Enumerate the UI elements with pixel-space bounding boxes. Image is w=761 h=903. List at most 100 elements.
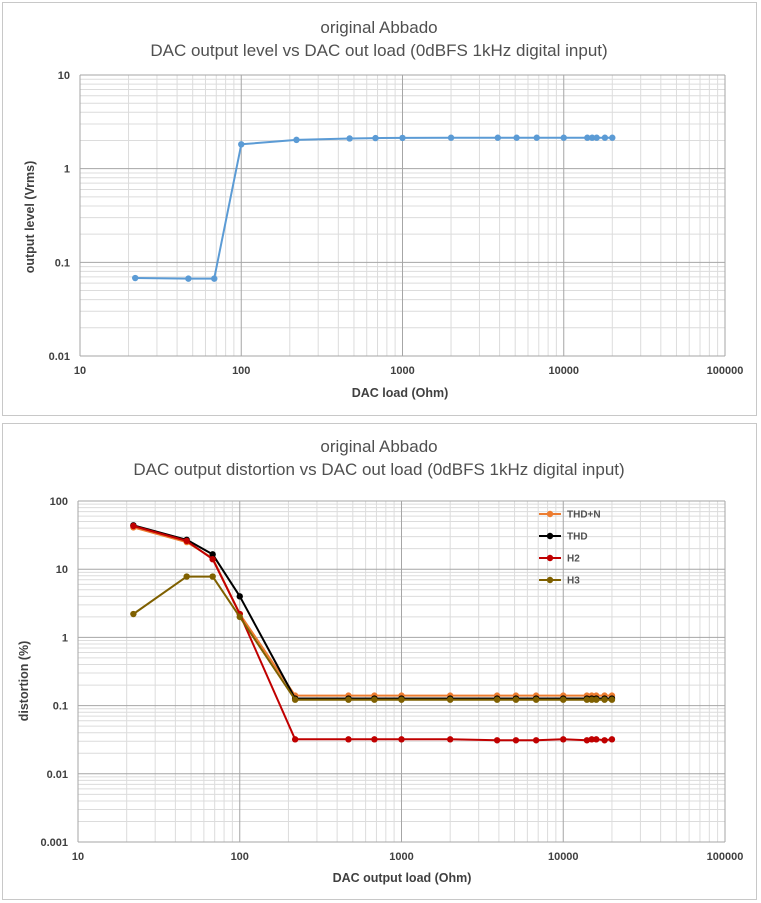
y-tick-label: 1 xyxy=(64,164,70,176)
y-tick-label: 1 xyxy=(62,632,68,644)
series-h3 xyxy=(130,573,616,703)
y-tick-label: 0.001 xyxy=(40,837,68,849)
data-point xyxy=(601,134,609,141)
data-point xyxy=(512,737,520,744)
x-tick-label: 10 xyxy=(72,851,84,863)
x-axis-label: DAC load (Ohm) xyxy=(352,386,449,400)
data-point xyxy=(493,696,501,703)
chart-panel-distortion: original Abbado DAC output distortion vs… xyxy=(2,423,757,900)
data-point xyxy=(583,737,591,744)
x-tick-label: 100000 xyxy=(707,851,744,863)
data-point xyxy=(588,134,596,141)
data-point xyxy=(132,274,139,282)
x-tick-label: 10 xyxy=(74,365,86,377)
data-point xyxy=(533,134,540,141)
legend-item-thd-n: THD+N xyxy=(539,510,601,521)
data-point xyxy=(209,551,216,558)
chart-subtitle: DAC output level vs DAC out load (0dBFS … xyxy=(150,41,607,60)
data-point xyxy=(593,696,600,703)
legend-swatch-marker xyxy=(546,532,554,540)
series-h2 xyxy=(130,522,616,744)
chart-panel-output-level: original Abbado DAC output level vs DAC … xyxy=(2,2,757,416)
data-point xyxy=(185,275,192,282)
y-tick-label: 0.01 xyxy=(49,351,70,363)
data-point xyxy=(183,537,190,545)
y-tick-label: 0.01 xyxy=(47,769,68,781)
data-point xyxy=(346,135,353,142)
y-axis-label: output level (Vrms) xyxy=(23,161,37,274)
data-point xyxy=(608,696,616,703)
data-point xyxy=(560,736,567,743)
data-point xyxy=(584,134,591,141)
data-point xyxy=(398,696,405,703)
series-line-thd-n xyxy=(133,526,612,697)
x-tick-label: 10000 xyxy=(548,851,579,863)
x-tick-label: 1000 xyxy=(390,365,414,377)
data-point xyxy=(560,696,567,703)
data-point xyxy=(211,275,218,282)
legend-label: THD xyxy=(567,532,588,543)
legend-swatch-marker xyxy=(546,554,554,562)
y-tick-label: 10 xyxy=(56,564,68,576)
data-point xyxy=(593,134,600,141)
data-point xyxy=(513,134,520,141)
data-point xyxy=(446,736,454,743)
legend-swatch-marker xyxy=(546,576,554,584)
data-point xyxy=(601,696,608,703)
series-line-h3 xyxy=(132,575,612,701)
data-point xyxy=(238,141,245,148)
chart-subtitle: DAC output distortion vs DAC out load (0… xyxy=(133,460,624,479)
data-point xyxy=(588,736,595,743)
data-point xyxy=(588,696,595,703)
y-axis-label: distortion (%) xyxy=(17,641,31,722)
distortion-chart: original Abbado DAC output distortion vs… xyxy=(17,437,744,885)
data-point xyxy=(130,610,137,618)
data-point xyxy=(399,134,406,142)
y-tick-label: 0.1 xyxy=(53,701,68,713)
chart-title: original Abbado xyxy=(320,437,437,456)
data-point xyxy=(494,134,502,141)
data-point xyxy=(601,737,608,744)
y-tick-label: 10 xyxy=(58,70,70,82)
data-point xyxy=(371,736,378,743)
data-point xyxy=(583,696,591,703)
x-tick-label: 1000 xyxy=(389,851,413,863)
x-tick-label: 100000 xyxy=(707,365,744,377)
data-point xyxy=(493,737,501,744)
data-point xyxy=(293,136,300,144)
data-point xyxy=(371,696,378,703)
y-tick-label: 100 xyxy=(50,496,68,508)
data-point xyxy=(608,736,616,743)
data-point xyxy=(236,593,243,600)
legend-label: H3 xyxy=(567,576,580,587)
series-output-level xyxy=(132,134,616,282)
data-point xyxy=(532,737,540,744)
x-axis-label: DAC output load (Ohm) xyxy=(333,871,472,885)
y-tick-label: 0.1 xyxy=(55,257,70,269)
legend-item-thd: THD xyxy=(539,532,588,543)
data-point xyxy=(398,736,405,743)
data-point xyxy=(236,613,243,621)
chart-title: original Abbado xyxy=(320,18,437,37)
x-tick-label: 100 xyxy=(232,365,250,377)
data-point xyxy=(130,522,137,530)
data-point xyxy=(447,134,455,141)
legend-label: THD+N xyxy=(567,510,601,521)
data-point xyxy=(593,736,600,743)
x-tick-label: 100 xyxy=(231,851,249,863)
data-point xyxy=(560,134,567,141)
legend-swatch-marker xyxy=(546,510,554,518)
data-point xyxy=(291,696,299,703)
series-line-thd xyxy=(133,524,612,700)
legend-item-h3: H3 xyxy=(539,576,580,587)
legend-item-h2: H2 xyxy=(539,554,580,565)
data-point xyxy=(345,696,352,703)
data-point xyxy=(446,696,454,703)
x-tick-label: 10000 xyxy=(548,365,579,377)
legend-label: H2 xyxy=(567,554,580,565)
data-point xyxy=(532,696,540,703)
data-point xyxy=(372,134,379,142)
output-level-chart: original Abbado DAC output level vs DAC … xyxy=(23,18,744,400)
grid xyxy=(77,500,726,843)
data-point xyxy=(609,134,616,141)
